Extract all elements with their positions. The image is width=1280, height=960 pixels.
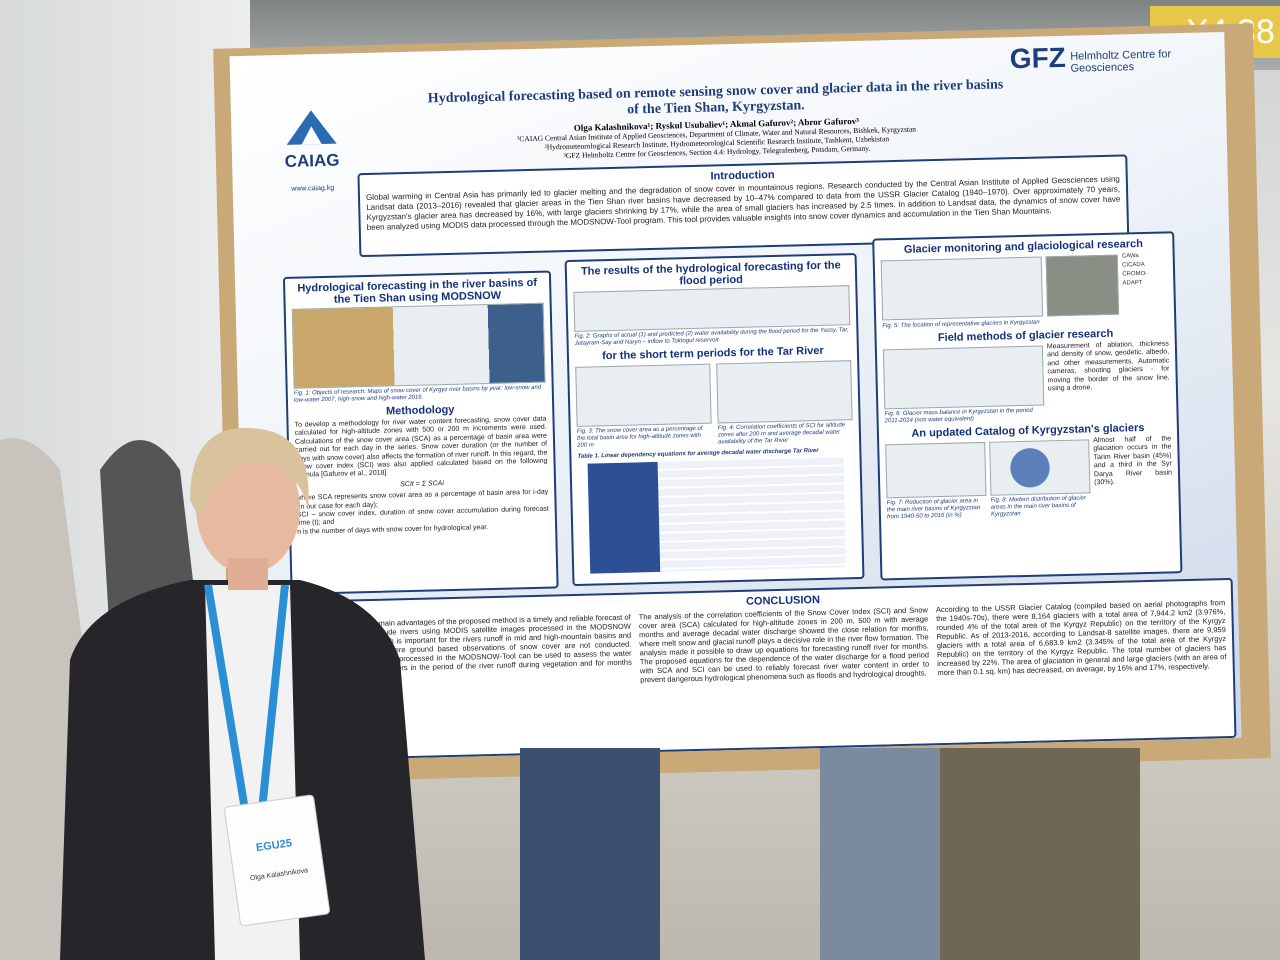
neck (228, 558, 268, 590)
logo-mountain (286, 110, 337, 145)
badge-event: EGU25 (255, 837, 292, 854)
caiag-logo: CAIAG www.caiag.kg (266, 105, 358, 193)
lanyard (204, 584, 289, 811)
visitor (940, 748, 1140, 960)
poster: CAIAG www.caiag.kg GFZ Helmholtz Centre … (229, 31, 1242, 763)
badge: EGU25 Olga Kalashnikova (224, 794, 330, 927)
visitor (520, 748, 660, 960)
visitor (820, 748, 950, 960)
badge-card (224, 794, 330, 927)
hair (190, 427, 309, 520)
